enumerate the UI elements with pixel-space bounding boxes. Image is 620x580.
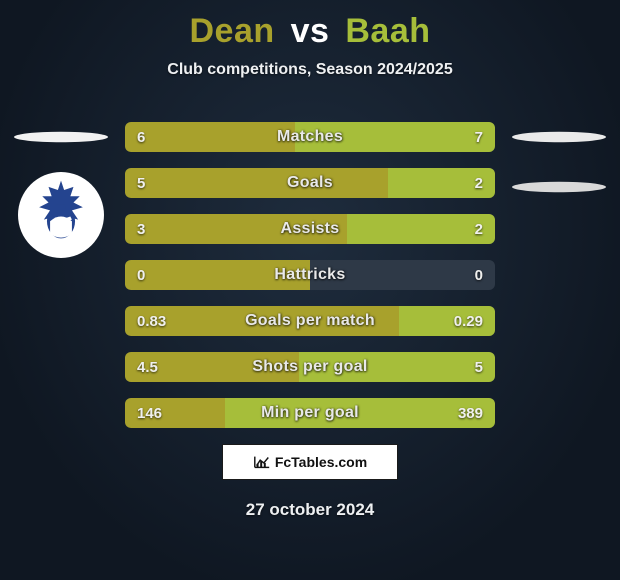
subtitle: Club competitions, Season 2024/2025 [0, 61, 620, 79]
stats-bars: 67Matches 52Goals 32Assists 00Hattricks 0.83… [0, 122, 620, 444]
stat-row: 52Goals [125, 168, 495, 198]
stat-label: Goals per match [125, 306, 495, 336]
stat-label: Shots per goal [125, 352, 495, 382]
title-player2: Baah [345, 12, 430, 50]
watermark: FcTables.com [222, 444, 398, 480]
stat-row: 67Matches [125, 122, 495, 152]
page-title: Dean vs Baah [0, 0, 620, 51]
watermark-chart-icon [253, 454, 271, 470]
stat-label: Assists [125, 214, 495, 244]
content-root: Dean vs Baah Club competitions, Season 2… [0, 0, 620, 580]
stat-row: 146389Min per goal [125, 398, 495, 428]
title-vs: vs [285, 12, 336, 50]
stat-label: Min per goal [125, 398, 495, 428]
stat-label: Goals [125, 168, 495, 198]
watermark-text: FcTables.com [275, 454, 367, 470]
stat-row: 4.55Shots per goal [125, 352, 495, 382]
stat-label: Matches [125, 122, 495, 152]
stat-label: Hattricks [125, 260, 495, 290]
stat-row: 32Assists [125, 214, 495, 244]
title-player1: Dean [189, 12, 274, 50]
stat-row: 00Hattricks [125, 260, 495, 290]
date-label: 27 october 2024 [0, 500, 620, 520]
stat-row: 0.830.29Goals per match [125, 306, 495, 336]
